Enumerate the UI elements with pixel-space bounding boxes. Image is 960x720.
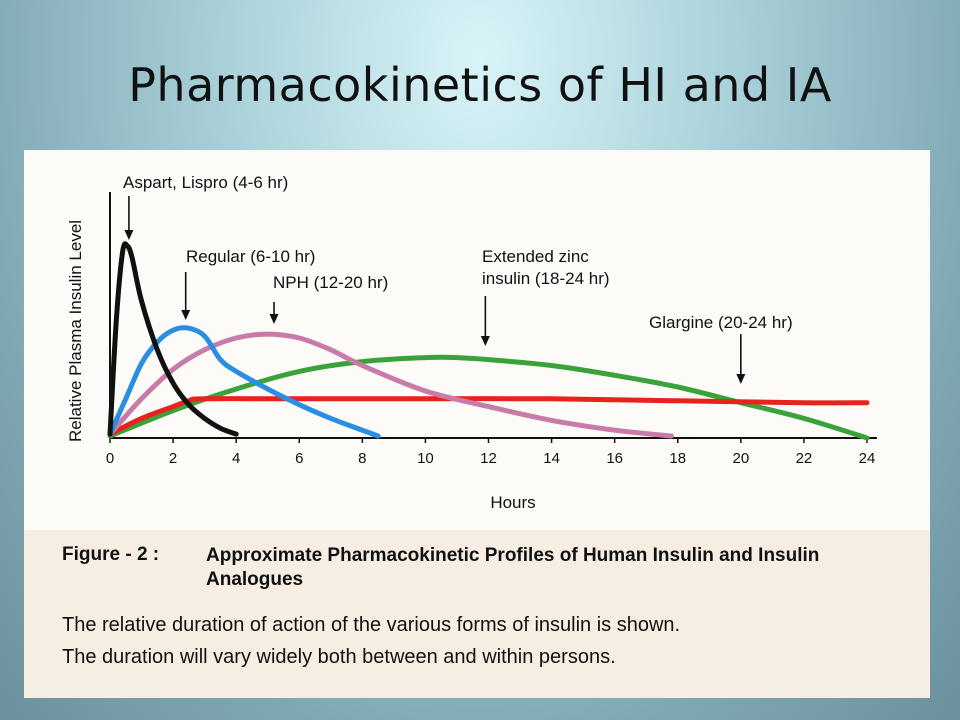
caption-line-1: The relative duration of action of the v…	[62, 614, 681, 636]
annotation-label-aspart: Aspart, Lispro (4-6 hr)	[123, 173, 288, 192]
chart-annotations: Aspart, Lispro (4-6 hr) Regular (6-10 hr)…	[123, 173, 793, 384]
x-tick-label: 0	[106, 450, 114, 467]
x-tick-label: 14	[543, 450, 560, 467]
x-tick-label: 10	[417, 450, 434, 467]
annotation-arrowhead-nph	[269, 314, 279, 324]
x-tick-label: 24	[859, 450, 876, 467]
series-line-glargine	[107, 396, 870, 437]
series-line-regular	[107, 325, 381, 439]
figure-title: Approximate Pharmacokinetic Profiles of …	[206, 545, 820, 590]
x-tick-label: 6	[295, 450, 303, 467]
annotation-arrowhead-regular	[181, 310, 191, 320]
annotation-label-regular: Regular (6-10 hr)	[186, 247, 315, 266]
x-tick-label: 8	[358, 450, 366, 467]
x-tick-label: 18	[669, 450, 686, 467]
slide-title: Pharmacokinetics of HI and IA	[128, 58, 832, 112]
series-line-nph	[107, 331, 674, 439]
annotation-arrowhead-aspart	[124, 230, 134, 240]
x-tick-label: 16	[606, 450, 623, 467]
figure-label: Figure - 2 :	[62, 544, 160, 565]
annotation-label-extended-zinc-line2: insulin (18-24 hr)	[482, 269, 610, 288]
x-tick-label: 20	[732, 450, 749, 467]
x-tick-label: 22	[796, 450, 813, 467]
annotation-arrowhead-glargine	[736, 374, 746, 384]
annotation-label-glargine: Glargine (20-24 hr)	[649, 313, 793, 332]
annotation-label-nph: NPH (12-20 hr)	[273, 273, 388, 292]
insulin-profile-chart: 0 2 4 6 8 10 12 14 16 18 20 22 24 Aspart, Lispro (4-…	[66, 173, 877, 512]
x-tick-label: 12	[480, 450, 497, 467]
chart-axes: 0 2 4 6 8 10 12 14 16 18 20 22 24	[106, 192, 877, 467]
annotation-label-extended-zinc: Extended zinc	[482, 247, 589, 266]
x-axis-label: Hours	[490, 493, 535, 512]
x-tick-label: 4	[232, 450, 240, 467]
series-line-aspart	[107, 241, 239, 437]
figure-caption: Figure - 2 : Approximate Pharmacokinetic…	[24, 530, 930, 698]
chart-series	[107, 241, 870, 441]
x-tick-label: 2	[169, 450, 177, 467]
y-axis-label: Relative Plasma Insulin Level	[66, 220, 85, 442]
annotation-arrowhead-extended-zinc	[480, 336, 490, 346]
figure-panel: 0 2 4 6 8 10 12 14 16 18 20 22 24 Aspart, Lispro (4-…	[24, 150, 930, 698]
caption-line-2: The duration will vary widely both betwe…	[62, 646, 616, 668]
